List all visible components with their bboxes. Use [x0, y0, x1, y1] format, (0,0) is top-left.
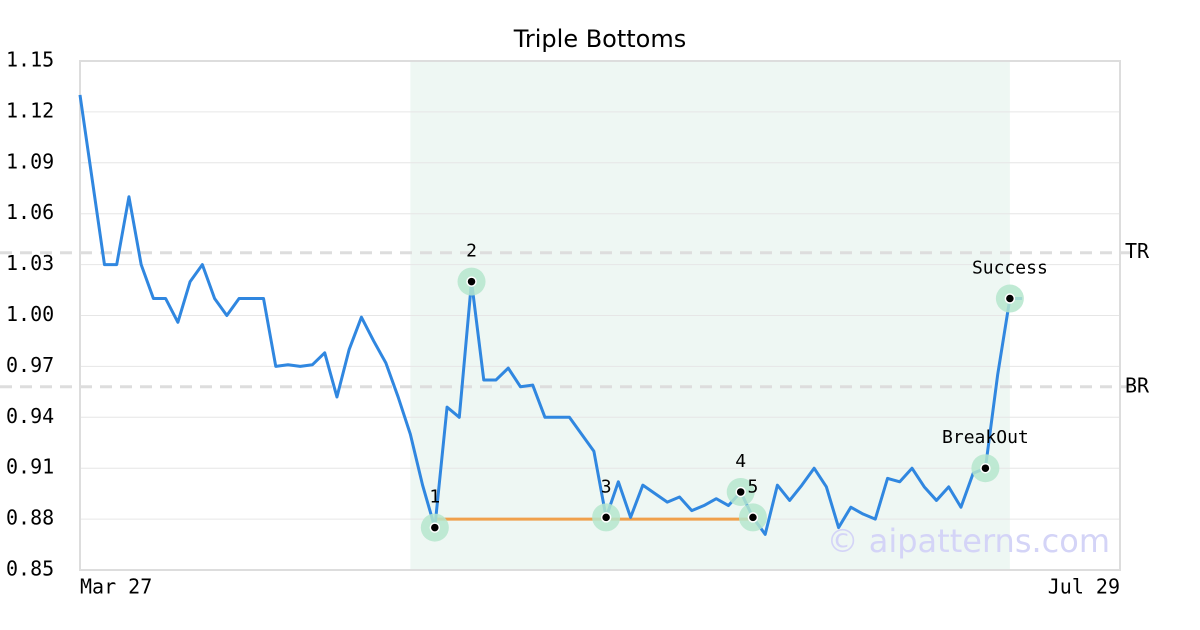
point-dot — [735, 486, 746, 498]
level-label: BR — [1125, 373, 1150, 397]
point-dot — [980, 462, 991, 474]
y-tick-label: 1.06 — [6, 200, 54, 224]
point-dot — [1004, 293, 1016, 304]
y-tick-label: 1.00 — [6, 302, 54, 326]
level-label: TR — [1125, 239, 1150, 263]
point-label: 4 — [735, 451, 746, 472]
price-line — [78, 94, 1023, 536]
point-label: BreakOut — [942, 427, 1029, 448]
point-dot — [747, 512, 759, 523]
y-tick-label: 1.15 — [6, 48, 54, 72]
y-tick-label: 0.91 — [6, 455, 54, 479]
point-label: Success — [972, 258, 1048, 279]
plot-border — [79, 60, 1121, 571]
y-tick-label: 0.88 — [6, 506, 54, 530]
point-label: 5 — [748, 476, 759, 497]
point-dot — [600, 512, 612, 523]
chart-title: Triple Bottoms — [513, 25, 687, 53]
point-label: 2 — [466, 241, 477, 262]
y-tick-label: 1.03 — [6, 251, 54, 275]
point-label: 1 — [429, 487, 440, 508]
x-tick-label: Jul 29 — [1048, 575, 1120, 599]
watermark: © aipatterns.com — [827, 522, 1110, 560]
point-dot — [429, 522, 441, 533]
point-dot — [466, 276, 477, 287]
x-tick-label: Mar 27 — [80, 575, 152, 599]
y-tick-label: 0.85 — [6, 557, 54, 581]
point-label: 3 — [601, 476, 612, 497]
y-tick-label: 0.97 — [6, 353, 54, 377]
y-tick-label: 1.12 — [6, 98, 54, 122]
y-tick-label: 1.09 — [6, 149, 54, 173]
y-tick-label: 0.94 — [6, 404, 54, 428]
